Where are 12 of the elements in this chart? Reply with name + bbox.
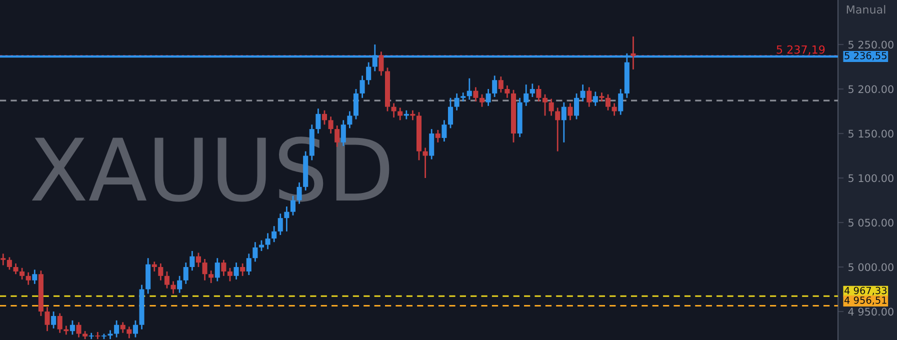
ref-line-label: 5 237,19 xyxy=(776,45,825,55)
y-tick-label: 5 150.00 xyxy=(848,130,894,138)
y-tick-label: 5 200.00 xyxy=(848,85,894,94)
y-tick-label: 5 000.00 xyxy=(848,263,894,272)
text: Manual xyxy=(846,5,886,14)
ref-line-label: 4 967,33 xyxy=(844,286,887,296)
ref-line-label: 4 956,51 xyxy=(844,296,886,305)
ref-line-label: 5 236,55 xyxy=(844,52,886,60)
y-tick-label: 5 250.00 xyxy=(848,40,894,49)
y-tick-label: 5 050.00 xyxy=(848,218,894,227)
y-tick-label: 5 100.00 xyxy=(848,174,894,182)
y-tick-label: 4 950.00 xyxy=(848,308,894,316)
